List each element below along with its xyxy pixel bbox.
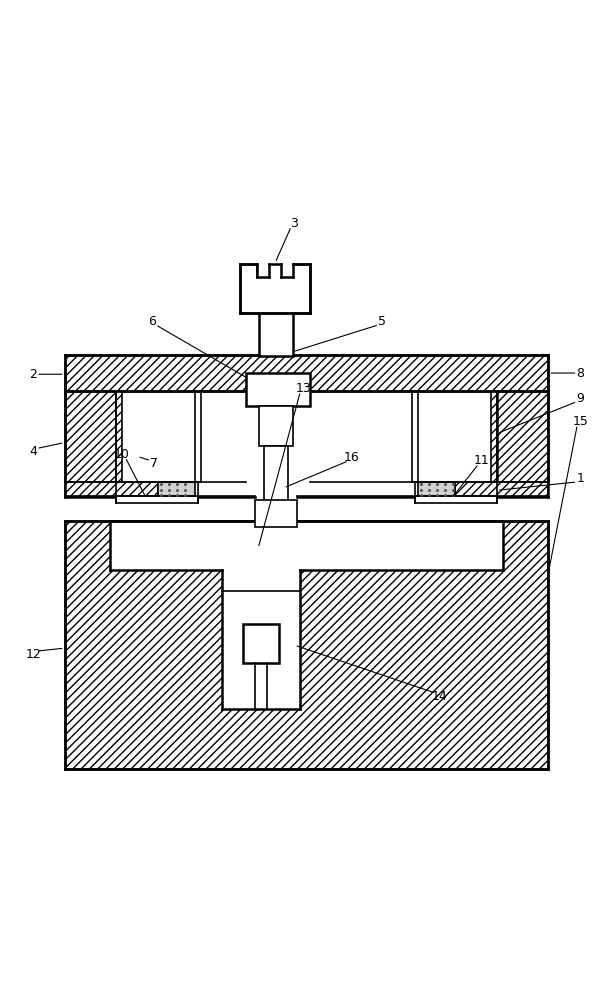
Bar — [497, 391, 549, 482]
Bar — [246, 373, 310, 406]
Bar — [243, 624, 280, 663]
Text: 10: 10 — [114, 448, 130, 461]
Text: 4: 4 — [29, 445, 37, 458]
Bar — [116, 392, 122, 482]
Bar — [259, 406, 292, 446]
Text: 2: 2 — [29, 368, 37, 381]
Text: 14: 14 — [432, 690, 447, 703]
Bar — [455, 482, 549, 497]
Bar — [110, 521, 503, 570]
Bar — [264, 446, 288, 503]
Bar — [257, 262, 293, 277]
Text: 15: 15 — [573, 415, 588, 428]
Text: 5: 5 — [378, 315, 386, 328]
Bar — [413, 392, 497, 482]
Bar — [64, 391, 116, 482]
Bar — [116, 392, 200, 482]
Text: 16: 16 — [344, 451, 360, 464]
Text: 8: 8 — [576, 367, 584, 380]
Text: 7: 7 — [150, 457, 158, 470]
Bar — [491, 392, 497, 482]
Bar — [240, 264, 310, 313]
Text: 11: 11 — [474, 454, 490, 467]
Text: 12: 12 — [25, 648, 41, 661]
Text: 3: 3 — [291, 217, 299, 230]
Text: 13: 13 — [295, 382, 311, 395]
Bar — [64, 482, 158, 497]
Bar — [64, 355, 549, 391]
Bar — [158, 482, 195, 497]
Bar — [116, 496, 197, 503]
Text: 9: 9 — [576, 392, 584, 405]
Bar — [222, 570, 300, 709]
Bar — [416, 496, 497, 503]
Text: 6: 6 — [148, 315, 156, 328]
Bar — [255, 500, 297, 527]
Bar — [64, 521, 549, 769]
Bar — [418, 482, 455, 497]
Bar — [259, 311, 292, 356]
Text: 1: 1 — [576, 472, 584, 485]
